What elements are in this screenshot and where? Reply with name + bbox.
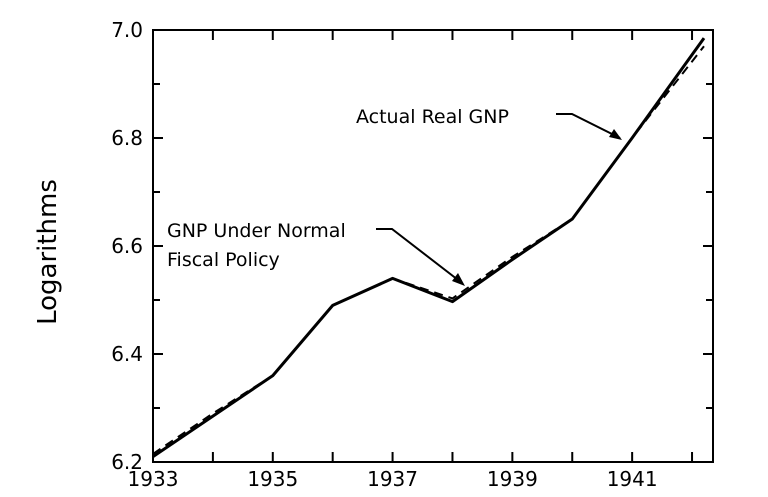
series-line-normal-fiscal-policy — [152, 45, 705, 455]
x-tick-label: 1937 — [367, 467, 418, 491]
y-tick-label: 6.2 — [111, 450, 143, 474]
annotation-normal-fiscal-policy-line2: Fiscal Policy — [167, 249, 280, 271]
y-tick-label: 7.0 — [111, 18, 143, 42]
annotation-normal-fiscal-policy-arrowhead — [452, 273, 465, 286]
annotation-normal-fiscal-policy-leader — [376, 228, 463, 284]
annotation-actual-real-gnp: Actual Real GNP — [356, 106, 509, 128]
x-tick-label: 1933 — [128, 467, 179, 491]
series-layer — [152, 37, 706, 458]
annotations: Actual Real GNP GNP Under Normal Fiscal … — [167, 106, 622, 286]
annotation-actual-real-gnp-leader — [556, 113, 621, 139]
plot-frame — [152, 29, 714, 463]
annotation-normal-fiscal-policy-line1: GNP Under Normal — [167, 220, 346, 242]
series-line-actual-real-gnp — [152, 37, 706, 458]
axis-ticks — [152, 29, 713, 463]
x-tick-label: 1939 — [487, 467, 538, 491]
x-tick-label: 1935 — [247, 467, 298, 491]
tick-labels: 1933 1935 1937 1939 1941 6.2 6.4 6.6 6.8 7.0 — [111, 18, 657, 491]
annotation-actual-real-gnp-arrowhead — [609, 129, 622, 140]
x-tick-label: 1941 — [607, 467, 658, 491]
y-tick-label: 6.4 — [111, 342, 143, 366]
y-tick-label: 6.6 — [111, 234, 143, 258]
y-axis-label: Logarithms — [33, 179, 63, 325]
y-tick-label: 6.8 — [111, 126, 143, 150]
